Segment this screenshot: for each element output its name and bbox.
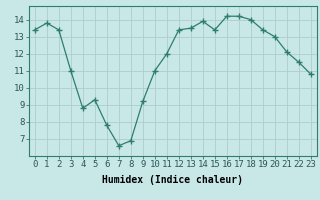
X-axis label: Humidex (Indice chaleur): Humidex (Indice chaleur) <box>102 175 243 185</box>
